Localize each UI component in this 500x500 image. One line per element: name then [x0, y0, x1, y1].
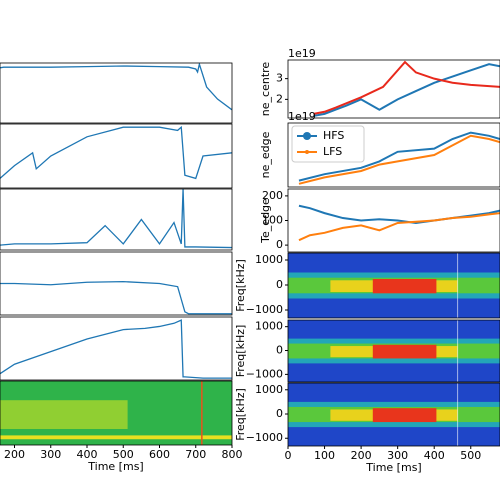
axes-frame: [0, 316, 233, 381]
y-tick-label: −1000: [246, 303, 283, 316]
y-tick-label: 3: [276, 72, 283, 85]
y-tick-label: 200: [262, 189, 283, 202]
series-line: [298, 204, 500, 224]
y-axis-label: Freq[kHz]: [234, 259, 247, 312]
y-tick-label: 1000: [255, 253, 283, 266]
y-tick-label: 0: [276, 344, 283, 357]
x-tick-label: 800: [222, 448, 243, 461]
x-tick-label: 400: [77, 448, 98, 461]
x-axis-label: Time [ms]: [365, 461, 421, 474]
spectrogram-band: [0, 400, 128, 429]
y-tick-label: 0: [276, 238, 283, 251]
y-tick-label: −1000: [246, 367, 283, 380]
y-tick-label: 1000: [255, 383, 283, 396]
x-tick-label: 600: [149, 448, 170, 461]
panel: [298, 131, 500, 185]
offset-label: 1e19: [288, 47, 316, 60]
panel: [0, 280, 232, 315]
panel: [288, 253, 500, 318]
series-line: [298, 131, 500, 182]
x-tick-label: 200: [351, 449, 372, 462]
spectrogram-band: [0, 435, 232, 440]
legend: HFS LFS: [291, 125, 365, 163]
series-line: [0, 319, 232, 379]
legend-label: LFS: [323, 145, 342, 158]
spectrogram-core: [372, 408, 437, 423]
series-line: [0, 280, 232, 315]
x-tick-label: 400: [424, 449, 445, 462]
y-axis-label: Freq[kHz]: [234, 388, 247, 441]
x-tick-label: 200: [4, 448, 25, 461]
series-line: [313, 63, 500, 117]
spectrogram-core: [372, 279, 437, 294]
panel: [288, 320, 500, 382]
y-tick-label: 0: [276, 407, 283, 420]
series-line: [298, 134, 500, 185]
x-tick-label: 500: [113, 448, 134, 461]
x-axis-label: Time [ms]: [87, 460, 143, 473]
series-line: [0, 189, 232, 249]
spectrogram-core: [372, 344, 437, 359]
y-tick-label: 100: [262, 214, 283, 227]
y-axis-label: ne_centre: [259, 62, 272, 117]
x-tick-label: 700: [185, 448, 206, 461]
series-line: [0, 125, 232, 180]
legend-marker: [305, 150, 309, 154]
legend-marker: [303, 132, 311, 140]
y-axis-label: Te_edge: [259, 198, 272, 244]
x-tick-label: 100: [314, 449, 335, 462]
panel: [0, 63, 232, 111]
x-tick-label: 300: [387, 449, 408, 462]
axes-frame: [287, 59, 500, 119]
series-line: [313, 60, 500, 115]
axes-frame: [0, 123, 233, 189]
series-line: [0, 63, 232, 111]
y-tick-label: 2: [276, 92, 283, 105]
panel: [313, 60, 500, 117]
y-axis-label: Freq[kHz]: [234, 325, 247, 378]
y-axis-label: ne_edge: [259, 131, 272, 178]
y-tick-label: 1000: [255, 320, 283, 333]
axes-frame: [0, 380, 233, 446]
x-tick-label: 300: [40, 448, 61, 461]
panel: [298, 204, 500, 242]
axes-frame: [0, 251, 233, 316]
axes-frame: [0, 188, 233, 251]
axes-frame: [0, 62, 233, 124]
x-tick-label: 0: [285, 449, 292, 462]
panel: [0, 189, 232, 249]
y-tick-label: −1000: [246, 431, 283, 444]
panel: [0, 319, 232, 379]
panel: [0, 125, 232, 180]
series-line: [298, 212, 500, 242]
panel: [288, 383, 500, 446]
axes-frame: [287, 122, 500, 188]
legend-label: HFS: [323, 129, 344, 142]
panel: [0, 381, 232, 445]
offset-label: 1e19: [288, 110, 316, 123]
y-tick-label: 0: [276, 278, 283, 291]
x-tick-label: 500: [460, 449, 481, 462]
